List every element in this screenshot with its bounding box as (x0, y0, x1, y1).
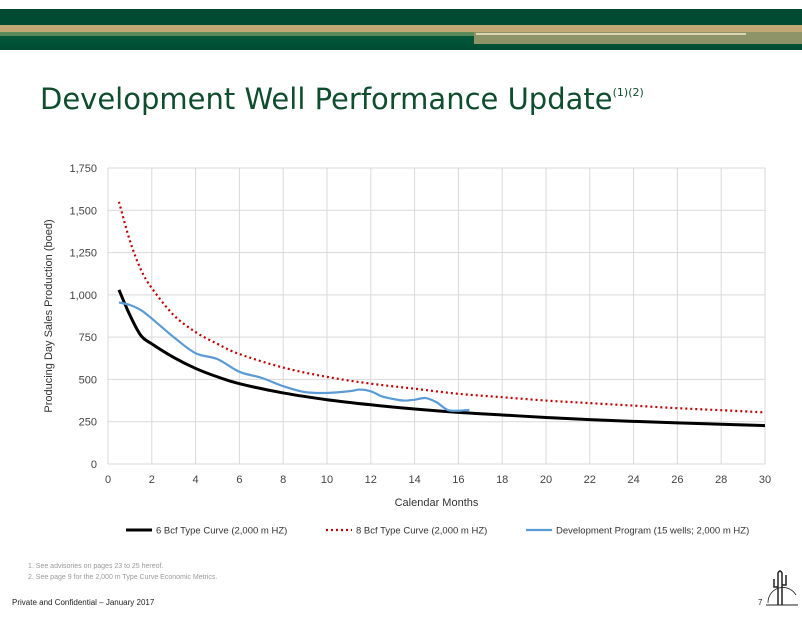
title-superscript: (1)(2) (612, 86, 644, 99)
x-tick-label: 16 (452, 474, 464, 486)
x-tick-label: 24 (627, 474, 639, 486)
y-tick-label: 500 (79, 374, 97, 386)
x-axis-label: Calendar Months (395, 497, 479, 509)
series-8bcf-type-curve (117, 201, 766, 414)
y-tick-label: 250 (79, 417, 97, 429)
footer-text: Private and Confidential – January 2017 (12, 598, 155, 607)
x-tick-label: 30 (759, 474, 771, 486)
header-band-light (0, 32, 802, 36)
legend-label: Development Program (15 wells; 2,000 m H… (556, 526, 749, 537)
cactus-logo (766, 570, 798, 606)
series-6bcf-type-curve (117, 289, 766, 428)
x-tick-label: 14 (408, 474, 420, 486)
y-tick-label: 1,750 (69, 163, 97, 175)
x-tick-label: 8 (280, 474, 286, 486)
series-development-program (118, 301, 470, 412)
y-tick-label: 1,500 (69, 205, 97, 217)
x-tick-label: 28 (715, 474, 727, 486)
page-title: Development Well Performance Update(1)(2… (40, 82, 644, 116)
x-tick-label: 26 (671, 474, 683, 486)
legend-label: 8 Bcf Type Curve (2,000 m HZ) (356, 526, 487, 537)
legend-label: 6 Bcf Type Curve (2,000 m HZ) (156, 526, 287, 537)
footnote-2: 2. See page 9 for the 2,000 m Type Curve… (28, 574, 218, 581)
x-tick-label: 20 (540, 474, 552, 486)
y-axis-label: Producing Day Sales Production (boed) (43, 219, 55, 412)
title-text: Development Well Performance Update (40, 82, 613, 116)
x-tick-label: 12 (365, 474, 377, 486)
x-tick-label: 18 (496, 474, 508, 486)
x-tick-label: 6 (236, 474, 242, 486)
header-band-dark (0, 9, 802, 25)
header-accent-line (476, 33, 746, 35)
header-accent (474, 32, 802, 44)
page-number: 7 (758, 598, 763, 607)
header-band-tan (0, 25, 802, 32)
x-tick-label: 22 (584, 474, 596, 486)
x-tick-label: 2 (149, 474, 155, 486)
x-tick-label: 0 (105, 474, 111, 486)
y-tick-label: 1,250 (69, 248, 97, 260)
production-chart: 0 2 4 6 8 10 12 14 16 18 20 22 24 26 28 3002505007501,0… (43, 163, 771, 537)
footnote-1: 1. See advisories on pages 23 to 25 here… (28, 563, 164, 570)
y-tick-label: 0 (91, 459, 97, 471)
x-tick-label: 4 (193, 474, 199, 486)
y-tick-label: 750 (79, 332, 97, 344)
x-tick-label: 10 (321, 474, 333, 486)
y-tick-label: 1,000 (69, 290, 97, 302)
